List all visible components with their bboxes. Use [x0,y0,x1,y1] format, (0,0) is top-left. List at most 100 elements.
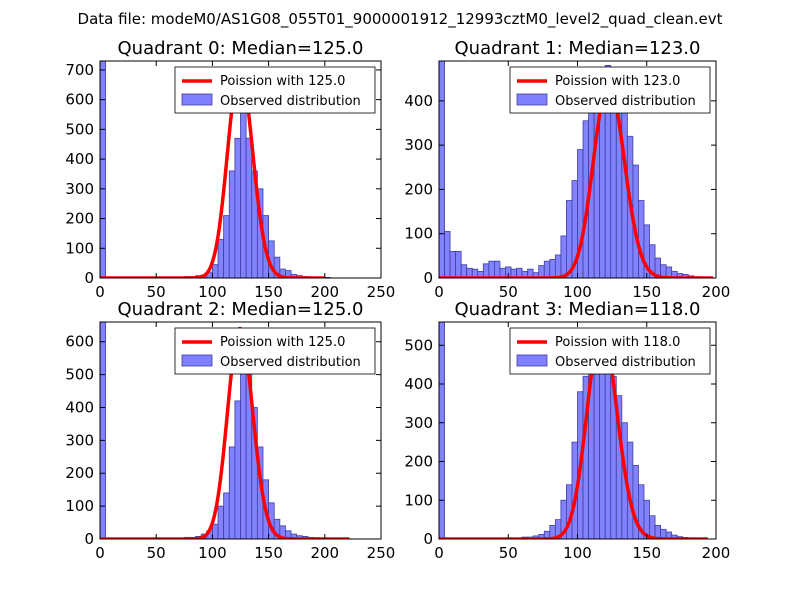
legend-observed-label: Observed distribution [220,94,361,109]
quadrant-2-panel: 0 50 100 150 200 250 0 100 200 300 400 500 600 Quadra… [65,299,395,562]
histogram-bar [543,260,551,278]
x-tick-label: 200 [310,283,339,301]
quadrant-2-title: Quadrant 2: Median=125.0 [118,299,364,320]
x-tick-label: 100 [198,283,227,301]
x-tick-label: 150 [254,283,283,301]
histogram-bar [240,351,247,539]
histogram-bar [638,200,645,278]
y-tick-label: 0 [423,530,433,548]
y-tick-label: 0 [84,530,94,548]
histogram-bar [217,238,225,278]
x-tick-label: 250 [367,544,396,562]
histogram-bar [439,322,445,539]
quadrant-1-data [439,61,714,278]
legend-observed-label: Observed distribution [220,355,361,370]
y-tick-label: 100 [65,239,94,257]
y-tick-label: 100 [404,225,433,243]
y-tick-label: 300 [404,136,433,154]
histogram-bar [223,492,230,539]
x-tick-label: 100 [563,544,592,562]
histogram-bar [444,231,451,278]
x-tick-label: 0 [95,283,105,301]
legend-model-label: Poission with 123.0 [555,74,680,89]
y-tick-label: 600 [65,91,94,109]
quadrant-0-title: Quadrant 0: Median=125.0 [118,38,364,59]
legend-bar-swatch [516,354,548,367]
y-tick-label: 600 [65,333,94,351]
y-tick-label: 100 [65,497,94,515]
histogram-bar [549,258,556,278]
histogram-bar [449,251,457,278]
histogram-bar [228,170,236,278]
x-tick-label: 50 [147,283,166,301]
quadrant-1-panel: 0 50 100 150 200 0 100 200 300 400 Quadrant 1: Med… [404,38,730,301]
y-tick-label: 200 [65,464,94,482]
histogram-bar [240,108,247,278]
x-tick-label: 200 [702,283,731,301]
histogram-bar [604,371,612,539]
x-tick-label: 200 [310,544,339,562]
y-tick-label: 300 [404,414,433,432]
legend-bar-swatch [516,93,548,106]
quadrant-2-legend: Poission with 125.0 Observed distribution [174,327,376,375]
histogram-bar [234,400,241,539]
y-tick-label: 400 [65,150,94,168]
histogram-bar [245,137,253,278]
histogram-bar [554,254,562,278]
histogram-bar [211,523,219,539]
histogram-bar [228,446,236,539]
histogram-bar [488,260,495,278]
y-tick-label: 100 [404,491,433,509]
quadrant-1-title: Quadrant 1: Median=123.0 [455,38,701,59]
x-tick-label: 0 [434,544,444,562]
y-tick-label: 0 [84,269,94,287]
histogram-bar [100,61,107,278]
histogram-bar [100,322,107,539]
quadrant-3-panel: 0 50 100 150 200 0 100 200 300 400 500 Quadrant 3: … [404,299,730,562]
x-tick-label: 50 [147,544,166,562]
x-tick-label: 50 [499,544,518,562]
histogram-bar [455,251,462,278]
x-tick-label: 150 [632,544,661,562]
x-tick-label: 50 [499,283,518,301]
y-tick-label: 500 [404,336,433,354]
histogram-bar [211,264,219,278]
legend-model-label: Poission with 125.0 [220,335,345,350]
quadrant-0-frame [99,60,382,279]
quadrant-2-frame [99,321,382,540]
y-tick-label: 700 [65,61,94,79]
poisson-model-line [100,326,351,539]
legend-bar-swatch [181,93,213,106]
y-tick-label: 0 [423,269,433,287]
quadrant-3-legend: Poission with 118.0 Observed distribution [509,327,711,375]
histogram-bar [234,137,241,278]
legend-bar-swatch [181,354,213,367]
figure-suptitle: Data file: modeM0/AS1G08_055T01_90000019… [78,10,723,29]
y-tick-label: 400 [404,92,433,110]
histogram-bar [560,235,567,278]
x-tick-label: 100 [563,283,592,301]
y-tick-label: 500 [65,120,94,138]
quadrant-3-title: Quadrant 3: Median=118.0 [455,299,701,320]
histogram-bar [566,200,573,278]
y-tick-label: 400 [404,375,433,393]
x-tick-label: 100 [198,544,227,562]
x-tick-label: 150 [254,544,283,562]
histogram-bar [482,263,490,278]
x-tick-label: 0 [95,544,105,562]
y-tick-label: 300 [65,180,94,198]
y-tick-label: 300 [65,431,94,449]
histogram-bar [460,264,468,278]
x-tick-label: 0 [434,283,444,301]
y-tick-label: 200 [65,210,94,228]
x-tick-label: 200 [702,544,731,562]
quadrant-2-data [100,322,351,539]
quadrant-3-data [439,322,709,539]
quadrant-1-legend: Poission with 123.0 Observed distribution [509,66,711,114]
y-tick-label: 200 [404,180,433,198]
histogram-bar [217,505,225,539]
legend-model-label: Poission with 118.0 [555,335,680,350]
histogram-bar [223,215,230,278]
y-tick-label: 200 [404,453,433,471]
